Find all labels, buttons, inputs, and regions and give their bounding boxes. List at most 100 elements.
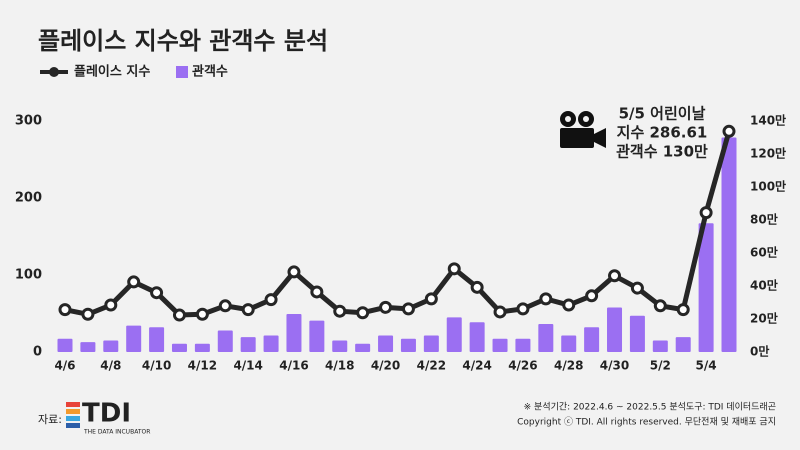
line-point: [585, 289, 599, 303]
x-tick-label: 4/30: [600, 359, 629, 373]
line-point: [699, 206, 713, 220]
bar: [149, 327, 165, 352]
x-tick-label: 4/20: [371, 359, 400, 373]
line-point: [310, 285, 324, 299]
line-point: [218, 299, 232, 313]
line-point: [470, 280, 484, 294]
line-point: [653, 299, 667, 313]
bar: [332, 340, 348, 352]
line-point: [172, 308, 186, 322]
legend-symbol: [49, 67, 59, 77]
x-tick-label: 4/24: [462, 359, 491, 373]
bar: [446, 317, 462, 352]
bar: [492, 338, 508, 352]
annotation: 5/5 어린이날: [619, 105, 706, 123]
bar: [263, 335, 279, 352]
footer-note: ※ 분석기간: 2022.4.6 ~ 2022.5.5 분석도구: TDI 데이…: [524, 402, 776, 413]
bar: [217, 330, 233, 352]
annotation: 관객수 130만: [616, 143, 708, 161]
x-tick-label: 4/8: [100, 359, 121, 373]
bar: [607, 307, 623, 352]
line-point: [264, 293, 278, 307]
line-point: [333, 304, 347, 318]
y2-tick-label: 140만: [750, 113, 786, 128]
camera-icon: [560, 111, 606, 148]
bar: [423, 335, 439, 352]
line-point: [127, 275, 141, 289]
line-point: [424, 292, 438, 306]
y2-tick-label: 100만: [750, 179, 786, 194]
bar: [194, 343, 210, 352]
annotation: 지수 286.61: [617, 124, 708, 142]
y-tick-label: 100: [15, 268, 42, 283]
line-point: [241, 303, 255, 317]
footer-note: Copyright ⓒ TDI. All rights reserved. 무단…: [517, 416, 776, 428]
y2-tick-label: 40만: [750, 278, 778, 293]
line-point: [516, 302, 530, 316]
bar: [698, 223, 714, 352]
x-tick-label: 4/28: [554, 359, 583, 373]
bar: [584, 327, 600, 352]
bar: [675, 337, 691, 352]
source-label: 자료:: [38, 413, 62, 426]
x-tick-label: 4/26: [508, 359, 537, 373]
line-point: [539, 292, 553, 306]
chart-title: 플레이스 지수와 관객수 분석: [38, 27, 328, 55]
x-tick-label: 5/2: [650, 359, 671, 373]
x-tick-label: 4/16: [279, 359, 308, 373]
legend-label: 플레이스 지수: [74, 64, 150, 80]
x-tick-label: 4/6: [54, 359, 75, 373]
bar: [57, 338, 73, 352]
bar: [103, 340, 119, 352]
legend-symbol: [176, 66, 188, 78]
bar: [561, 335, 577, 352]
bar: [721, 137, 737, 352]
line-point: [81, 307, 95, 321]
y-tick-label: 0: [33, 345, 42, 360]
line-point: [447, 262, 461, 276]
bar: [469, 322, 485, 352]
y2-tick-label: 120만: [750, 146, 786, 161]
logo-mark: [66, 402, 80, 428]
line-point: [676, 303, 690, 317]
bar: [400, 338, 416, 352]
logo: TDI: [82, 399, 131, 429]
bar: [515, 338, 531, 352]
line-point: [562, 298, 576, 312]
x-tick-label: 5/4: [696, 359, 717, 373]
bar: [309, 320, 325, 352]
legend-label: 관객수: [192, 64, 228, 80]
y2-tick-label: 60만: [750, 245, 778, 260]
x-tick-label: 4/22: [417, 359, 446, 373]
line-point: [104, 298, 118, 312]
x-tick-label: 4/10: [142, 359, 171, 373]
logo-sub: THE DATA INCUBATOR: [83, 429, 150, 436]
y2-tick-label: 80만: [750, 212, 778, 227]
bar: [126, 325, 142, 352]
line-point: [493, 305, 507, 319]
line-point: [722, 124, 736, 138]
bar: [538, 323, 554, 352]
y-tick-label: 300: [15, 114, 42, 129]
bar: [171, 343, 187, 352]
x-tick-label: 4/18: [325, 359, 354, 373]
bar: [240, 337, 256, 352]
bar: [286, 314, 302, 352]
bar: [355, 343, 371, 352]
line-point: [287, 265, 301, 279]
x-tick-label: 4/14: [233, 359, 262, 373]
line-point: [150, 286, 164, 300]
line-point: [630, 281, 644, 295]
y-tick-label: 200: [15, 191, 42, 206]
bar: [378, 335, 394, 352]
line-point: [356, 306, 370, 320]
bar: [629, 315, 645, 352]
y2-tick-label: 0만: [750, 344, 769, 359]
line-point: [195, 307, 209, 321]
x-tick-label: 4/12: [188, 359, 217, 373]
bar: [652, 340, 668, 352]
line-point: [58, 303, 72, 317]
line-point: [379, 300, 393, 314]
